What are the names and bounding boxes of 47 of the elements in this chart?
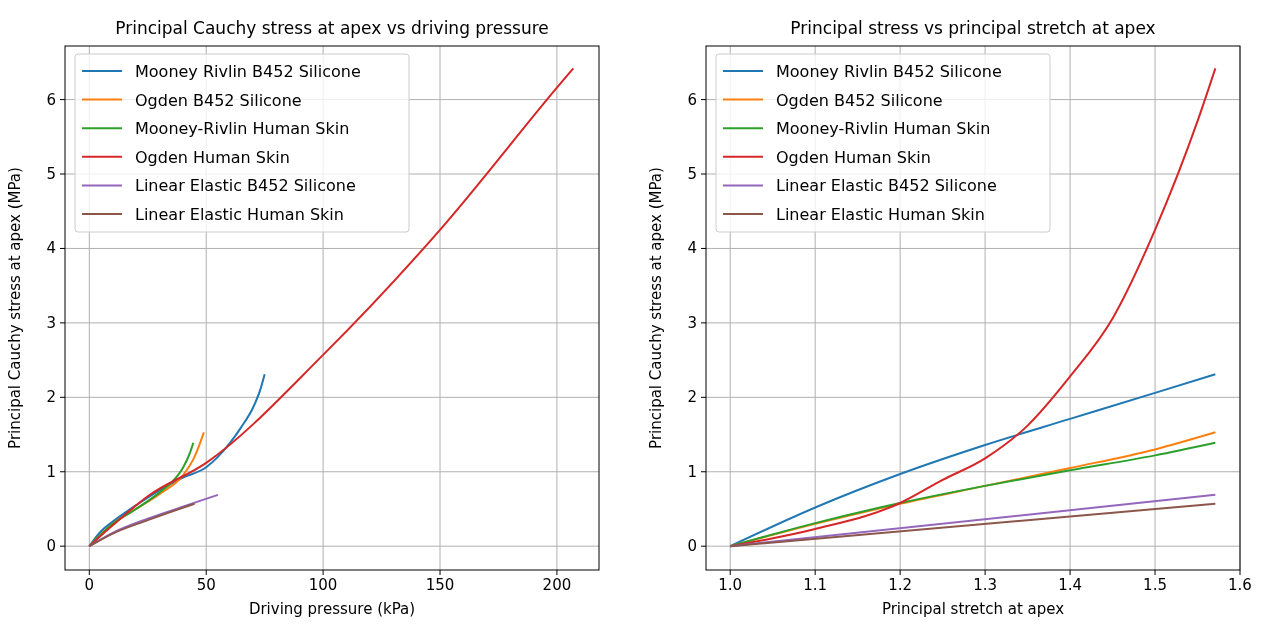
chart-title: Principal Cauchy stress at apex vs driving pressure (115, 18, 549, 38)
line-series (88, 502, 196, 548)
legend-label: Mooney Rivlin B452 Silicone (135, 62, 361, 81)
x-tick-label: 1.6 (1228, 576, 1252, 594)
y-axis-title: Principal Cauchy stress at apex (MPa) (647, 167, 665, 449)
legend-label: Mooney Rivlin B452 Silicone (776, 62, 1002, 81)
y-axis-title: Principal Cauchy stress at apex (MPa) (6, 167, 24, 449)
x-tick-label: 1.0 (718, 576, 743, 594)
y-tick-label: 4 (687, 239, 697, 258)
x-tick-label: 200 (542, 576, 572, 594)
x-tick-label: 150 (425, 576, 455, 594)
y-tick-label: 1 (46, 462, 56, 481)
legend-label: Linear Elastic B452 Silicone (135, 176, 356, 196)
y-tick-label: 6 (687, 90, 697, 109)
legend-label: Mooney-Rivlin Human Skin (776, 119, 991, 139)
x-tick-label: 1.4 (1058, 576, 1082, 594)
x-tick-label: 50 (196, 576, 216, 594)
legend-label: Mooney-Rivlin Human Skin (135, 119, 350, 139)
y-tick-label: 2 (687, 388, 697, 407)
line-series (88, 373, 266, 548)
y-tick-label: 5 (46, 165, 56, 184)
x-axis-title: Driving pressure (kPa) (248, 600, 416, 618)
legend-label: Linear Elastic B452 Silicone (776, 176, 997, 196)
y-tick-label: 0 (687, 537, 697, 556)
chart-title: Principal stress vs principal stretch at apex (790, 18, 1156, 38)
legend-label: Ogden Human Skin (135, 147, 290, 167)
x-axis-title: Principal stretch at apex (881, 600, 1065, 618)
legend-label: Linear Elastic Human Skin (776, 205, 985, 224)
y-tick-label: 3 (687, 313, 697, 332)
x-tick-label: 100 (308, 576, 338, 594)
x-tick-label: 0 (84, 576, 95, 594)
y-tick-label: 1 (687, 462, 697, 481)
y-tick-label: 3 (46, 313, 56, 332)
x-tick-label: 1.3 (973, 576, 998, 594)
y-tick-label: 4 (46, 239, 56, 258)
legend-label: Ogden B452 Silicone (135, 90, 302, 110)
legend-label: Ogden Human Skin (776, 147, 931, 167)
line-series (729, 373, 1217, 548)
legend-label: Linear Elastic Human Skin (135, 205, 344, 224)
y-tick-label: 6 (46, 90, 56, 109)
x-tick-label: 1.1 (803, 576, 828, 594)
x-tick-label: 1.5 (1143, 576, 1167, 594)
y-tick-label: 0 (46, 537, 56, 556)
legend-label: Ogden B452 Silicone (776, 90, 943, 110)
y-tick-label: 2 (46, 388, 56, 407)
x-tick-label: 1.2 (888, 576, 913, 594)
y-tick-label: 5 (687, 165, 697, 184)
